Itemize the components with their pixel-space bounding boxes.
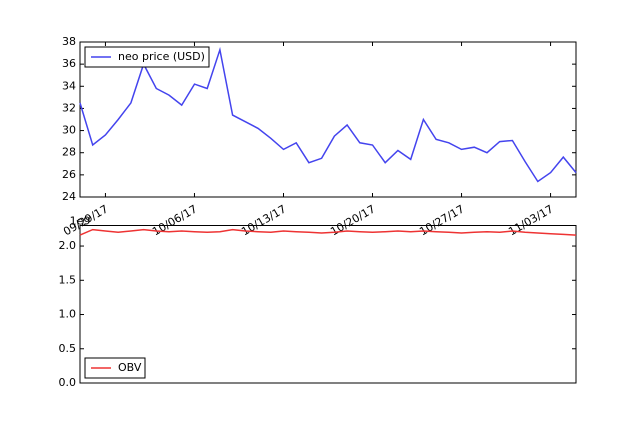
y-tick-label: 1.0 [59,308,77,321]
y-tick-label: 38 [62,35,76,48]
legend-box [84,46,210,68]
x-tick-label: 10/20/17 [328,202,377,238]
y-offset-label: 1e9 [70,215,91,228]
data-line [79,228,577,236]
plot-frame [79,225,577,384]
x-tick-label: 10/06/17 [150,202,199,238]
y-tick-label: 0.0 [59,376,77,389]
y-tick-label: 0.5 [59,342,77,355]
y-tick-label: 26 [62,168,76,181]
data-line [79,46,577,183]
y-tick-label: 2.0 [59,239,77,252]
plot-frame [79,41,577,198]
legend-label: OBV [118,361,142,374]
y-tick-label: 34 [62,79,76,92]
legend-box [84,357,146,379]
y-tick-label: 24 [62,190,76,203]
x-tick-label: 10/13/17 [239,202,288,238]
legend-label: neo price (USD) [118,50,205,63]
y-tick-label: 32 [62,101,76,114]
y-tick-label: 28 [62,146,76,159]
y-tick-label: 36 [62,57,76,70]
y-tick-label: 30 [62,124,76,137]
y-tick-label: 1.5 [59,273,77,286]
